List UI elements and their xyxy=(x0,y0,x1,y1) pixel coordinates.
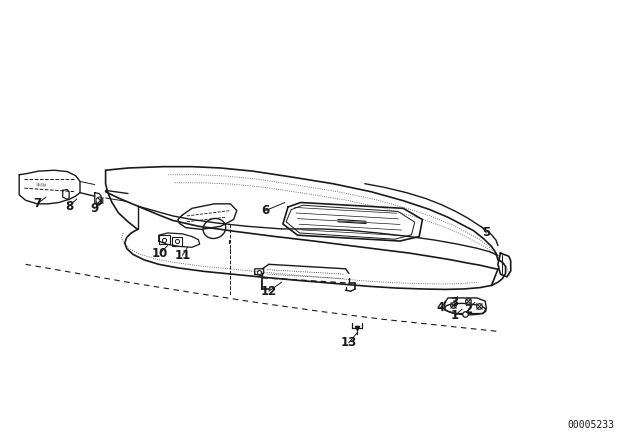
Text: 13: 13 xyxy=(340,336,357,349)
Bar xyxy=(172,237,182,246)
Text: 8: 8 xyxy=(65,199,73,213)
Text: side: side xyxy=(35,182,47,188)
Text: 1: 1 xyxy=(451,309,458,323)
Text: 9: 9 xyxy=(91,202,99,215)
Bar xyxy=(159,235,170,244)
Text: 7: 7 xyxy=(33,197,41,211)
Text: 10: 10 xyxy=(152,246,168,260)
Text: 5: 5 xyxy=(483,226,490,240)
Text: 11: 11 xyxy=(174,249,191,262)
Text: 3: 3 xyxy=(451,296,458,309)
Text: 00005233: 00005233 xyxy=(568,420,614,430)
Text: 2: 2 xyxy=(465,302,472,316)
Text: 6: 6 xyxy=(262,204,269,217)
Text: 4: 4 xyxy=(436,301,444,314)
Text: 12: 12 xyxy=(260,284,277,298)
